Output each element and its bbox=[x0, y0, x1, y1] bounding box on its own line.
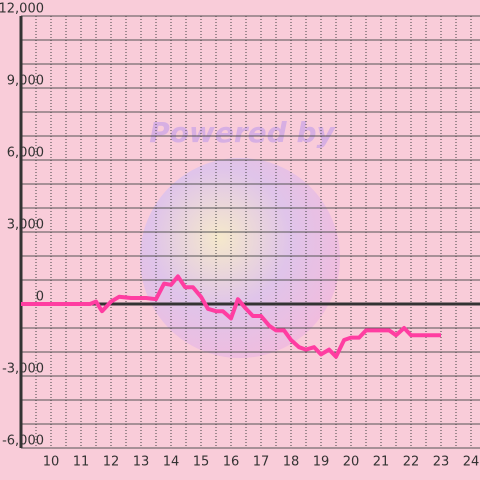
x-tick-label: 11 bbox=[73, 455, 90, 470]
y-tick-label: 0 bbox=[36, 290, 44, 305]
y-tick-label: -6,000 bbox=[2, 434, 44, 449]
data-line bbox=[21, 274, 441, 359]
x-tick-label: 13 bbox=[133, 455, 150, 470]
watermark: Powered by bbox=[149, 116, 336, 149]
x-tick-label: 21 bbox=[373, 455, 390, 470]
y-tick-label: 12,000 bbox=[0, 2, 44, 17]
x-tick-label: 10 bbox=[43, 455, 60, 470]
x-tick-label: 15 bbox=[193, 455, 210, 470]
y-tick-label: 3,000 bbox=[7, 218, 44, 233]
x-tick-label: 24 bbox=[463, 455, 480, 470]
y-tick-label: -3,000 bbox=[2, 362, 44, 377]
x-tick-label: 22 bbox=[403, 455, 420, 470]
y-tick-label: 6,000 bbox=[7, 146, 44, 161]
x-tick-label: 18 bbox=[283, 455, 300, 470]
x-tick-label: 20 bbox=[343, 455, 360, 470]
y-tick-label: 9,000 bbox=[7, 74, 44, 89]
x-tick-label: 14 bbox=[163, 455, 180, 470]
x-tick-label: 17 bbox=[253, 455, 270, 470]
x-tick-label: 12 bbox=[103, 455, 120, 470]
x-tick-label: 16 bbox=[223, 455, 240, 470]
x-tick-label: 19 bbox=[313, 455, 330, 470]
x-tick-label: 23 bbox=[433, 455, 450, 470]
